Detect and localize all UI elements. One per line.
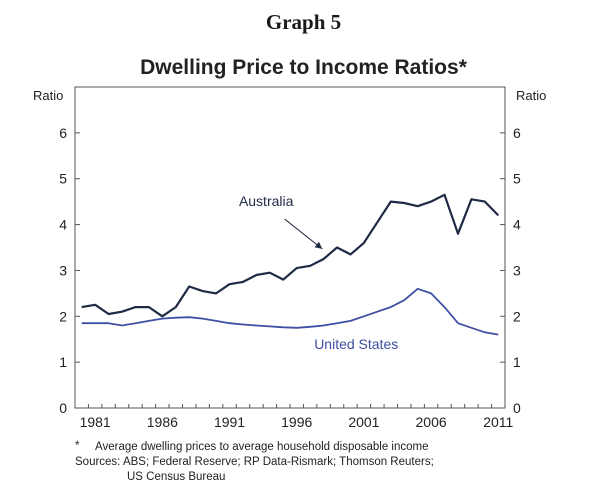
- sources-line-2: US Census Bureau: [127, 471, 226, 483]
- y-tick-label-right: 2: [513, 308, 521, 324]
- y-axis-label-left: Ratio: [33, 88, 63, 103]
- x-tick-label: 1981: [80, 414, 111, 430]
- australia-series-label: Australia: [239, 193, 294, 209]
- y-tick-label-left: 6: [59, 125, 67, 141]
- x-tick-label: 2001: [348, 414, 379, 430]
- x-tick-label: 1986: [147, 414, 178, 430]
- australia-annotation-arrow: [284, 218, 323, 250]
- x-tick-label: 1991: [214, 414, 245, 430]
- united-states-series-line: [81, 287, 499, 336]
- y-tick-label-left: 4: [59, 217, 67, 233]
- y-tick-label-left: 5: [59, 171, 67, 187]
- y-tick-label-left: 1: [59, 354, 67, 370]
- y-tick-label-right: 5: [513, 171, 521, 187]
- y-tick-label-right: 6: [513, 125, 521, 141]
- y-tick-label-right: 0: [513, 400, 521, 416]
- y-tick-label-right: 1: [513, 354, 521, 370]
- y-tick-label-left: 0: [59, 400, 67, 416]
- y-tick-label-right: 3: [513, 262, 521, 278]
- y-tick-label-left: 2: [59, 308, 67, 324]
- x-tick-label: 2011: [483, 414, 513, 430]
- x-tick-label: 2006: [416, 414, 447, 430]
- footnote-marker: *: [75, 440, 80, 452]
- australia-series-line: [81, 193, 500, 318]
- y-tick-label-right: 4: [513, 217, 521, 233]
- footnote-text: Average dwelling prices to average house…: [95, 441, 429, 453]
- y-axis-label-right: Ratio: [516, 88, 546, 103]
- chart-title: Dwelling Price to Income Ratios*: [140, 56, 467, 79]
- sources-line-1: Sources: ABS; Federal Reserve; RP Data-R…: [75, 456, 434, 468]
- graph-label: Graph 5: [265, 10, 342, 34]
- australia-annotation-arrowhead: [314, 241, 323, 249]
- plot-frame: [74, 86, 506, 409]
- y-tick-label-left: 3: [59, 262, 67, 278]
- united-states-series-label: United States: [314, 336, 398, 352]
- x-tick-label: 1996: [281, 414, 312, 430]
